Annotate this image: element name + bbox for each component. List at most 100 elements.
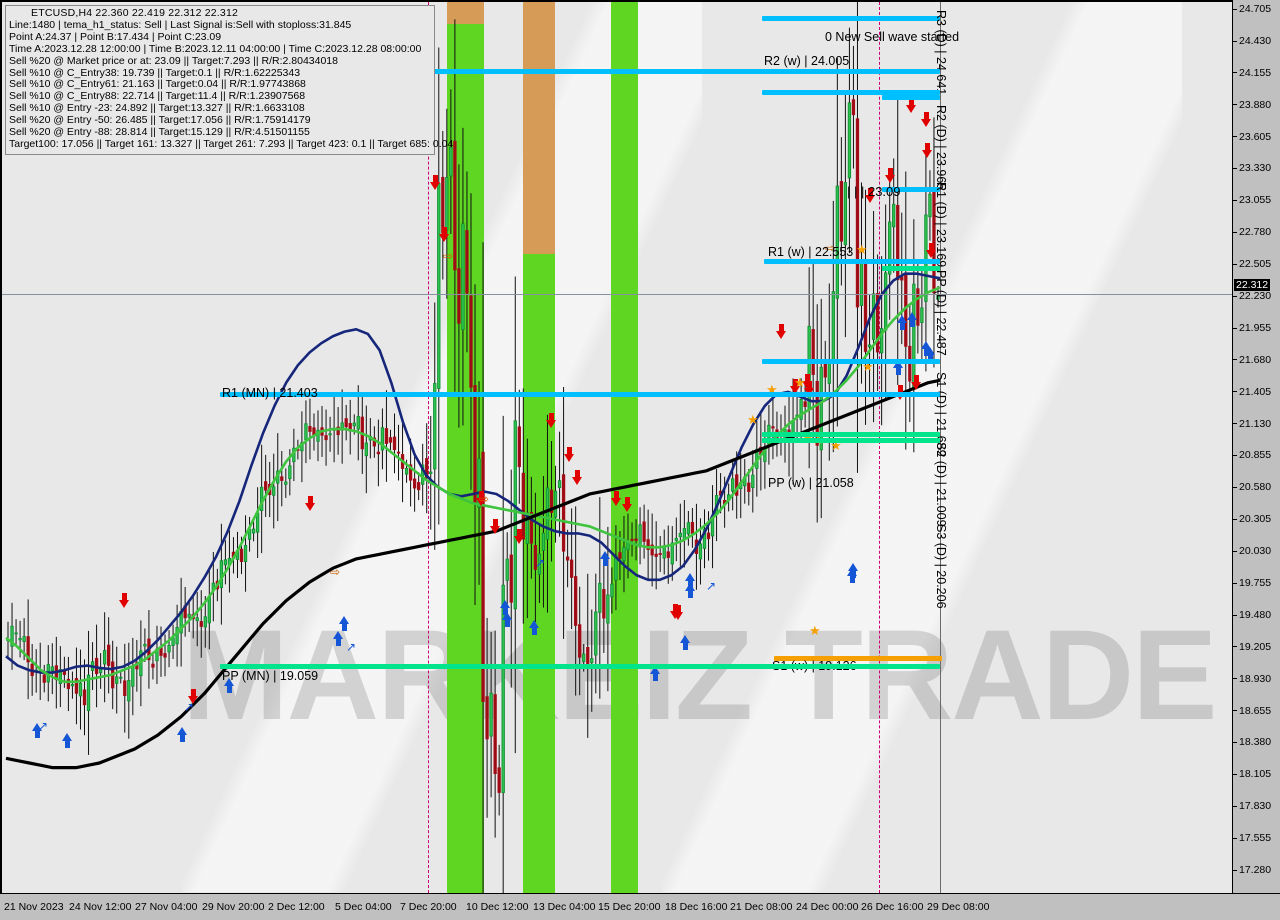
pivot-line-pp-d-: [882, 266, 940, 272]
sell-arrow-down-icon: [514, 529, 525, 544]
price-axis[interactable]: 24.705 24.430 24.155 23.880 23.605 23.330 23.0…: [1232, 0, 1280, 893]
candles-svg: [6, 2, 940, 893]
pivot-line-r1-mn-: [220, 391, 940, 397]
sell-arrow-down-icon: [885, 168, 896, 183]
sell-arrow-down-icon: [622, 497, 633, 512]
ma-line-mid-ma: [5, 286, 941, 684]
wave-marker-icon: ↗: [184, 700, 195, 714]
pivot-line-r1-w-: [764, 258, 940, 264]
star-marker-icon: ★: [747, 412, 759, 427]
pivot-label-r3-d-: R3 (D) | 24.641: [934, 10, 948, 96]
price-tick: 22.230: [1233, 290, 1271, 302]
time-tick: 24 Dec 00:00: [796, 901, 859, 913]
time-tick: 13 Dec 04:00: [533, 901, 596, 913]
price-tick: 18.930: [1233, 673, 1271, 685]
buy-arrow-up-icon: [600, 551, 611, 566]
price-tick: 23.055: [1233, 194, 1271, 206]
price-tick: 17.830: [1233, 800, 1271, 812]
price-tick: 24.430: [1233, 35, 1271, 47]
pivot-label-pp-d-: PP (D) | 22.487: [934, 270, 948, 356]
time-axis[interactable]: 21 Nov 2023 24 Nov 12:00 27 Nov 04:00 29 No…: [0, 893, 1280, 920]
sell-arrow-down-icon: [439, 227, 450, 242]
time-tick: 26 Dec 16:00: [861, 901, 924, 913]
wave-marker-icon: ⇨: [825, 241, 836, 255]
wave-marker-icon: ↗: [706, 579, 717, 593]
price-tick: 23.605: [1233, 131, 1271, 143]
wave-marker-icon: ↗: [38, 719, 49, 733]
day-separator: [428, 2, 429, 893]
sell-arrow-down-icon: [911, 375, 922, 390]
star-marker-icon: ★: [794, 375, 806, 390]
buy-arrow-up-icon: [680, 635, 691, 650]
price-tick: 21.955: [1233, 322, 1271, 334]
sell-arrow-down-icon: [922, 143, 933, 158]
sell-arrow-down-icon: [546, 413, 557, 428]
price-tick: 20.855: [1233, 449, 1271, 461]
info-row: Sell %10 @ C_Entry38: 19.739 || Target:0…: [9, 66, 301, 79]
pivot-label-r1-w-: R1 (w) | 22.553: [768, 245, 854, 259]
wave-marker-icon: ⇨: [443, 249, 454, 263]
pivot-label-pp-mn-: PP (MN) | 19.059: [222, 669, 319, 683]
time-tick: 15 Dec 20:00: [598, 901, 661, 913]
pivot-line-r2-d-: [882, 94, 940, 100]
price-tick: 20.030: [1233, 545, 1271, 557]
sell-arrow-down-icon: [119, 593, 130, 608]
price-cursor-line: [2, 294, 1232, 295]
star-marker-icon: ★: [809, 623, 821, 638]
session-band: [611, 2, 638, 893]
time-tick: 7 Dec 20:00: [400, 901, 457, 913]
price-tick: 23.330: [1233, 162, 1271, 174]
price-tick: 24.155: [1233, 67, 1271, 79]
info-row: Time A:2023.12.28 12:00:00 | Time B:2023…: [9, 42, 422, 55]
buy-arrow-up-icon: [925, 347, 936, 362]
sell-arrow-down-icon: [611, 491, 622, 506]
pivot-label-r2-w-: R2 (w) | 24.005: [764, 54, 850, 68]
session-band: [523, 2, 555, 254]
pivot-line-r3-d-: [762, 16, 940, 22]
star-marker-icon: ★: [830, 438, 842, 453]
info-row: Point A:24.37 | Point B:17.434 | Point C…: [9, 30, 222, 43]
pivot-line-r2-mn-: [222, 69, 940, 75]
buy-arrow-up-icon: [224, 678, 235, 693]
price-tick: 18.655: [1233, 705, 1271, 717]
pivot-line-s1-d-: [762, 358, 940, 364]
price-tick: 19.205: [1233, 641, 1271, 653]
sell-arrow-down-icon: [776, 324, 787, 339]
price-tick: 21.680: [1233, 354, 1271, 366]
time-tick: 21 Nov 2023: [4, 901, 64, 913]
time-tick: 29 Dec 08:00: [927, 901, 990, 913]
sell-arrow-down-icon: [921, 112, 932, 127]
sell-arrow-down-icon: [673, 605, 684, 620]
new-wave-annotation: 0 New Sell wave started: [825, 30, 960, 44]
ma-line-fast-ma: [5, 272, 941, 674]
buy-arrow-up-icon: [893, 360, 904, 375]
price-tick: 21.405: [1233, 386, 1271, 398]
buy-arrow-up-icon: [500, 600, 511, 615]
sell-arrow-down-icon: [906, 98, 917, 113]
time-tick: 10 Dec 12:00: [466, 901, 529, 913]
sell-arrow-down-icon: [572, 470, 583, 485]
price-tick: 19.480: [1233, 609, 1271, 621]
sell-arrow-down-icon: [430, 175, 441, 190]
price-tick: 20.305: [1233, 513, 1271, 525]
wave-marker-icon: ↗: [535, 556, 546, 570]
chart-info-panel[interactable]: ETCUSD,H4 22.360 22.419 22.312 22.312 Li…: [5, 5, 453, 155]
price-tick: 21.130: [1233, 418, 1271, 430]
chart-plot-area[interactable]: MARKEIZ TRADE ★★★★★★★★★⇨⇨⇨↗↗↗↗↗⇨ R3 (D) …: [0, 0, 1232, 893]
time-tick: 5 Dec 04:00: [335, 901, 392, 913]
time-tick: 27 Nov 04:00: [135, 901, 198, 913]
price-tick: 24.705: [1233, 3, 1271, 15]
time-tick: 24 Nov 12:00: [69, 901, 132, 913]
buy-arrow-up-icon: [502, 612, 513, 627]
buy-arrow-up-icon: [685, 583, 696, 598]
buy-arrow-up-icon: [848, 563, 859, 578]
price-tick: 19.755: [1233, 577, 1271, 589]
buy-arrow-up-icon: [62, 733, 73, 748]
buy-arrow-up-icon: [333, 631, 344, 646]
symbol-ohlc-line: ETCUSD,H4 22.360 22.419 22.312 22.312: [31, 7, 239, 19]
pivot-line-pp-w-: [762, 431, 940, 437]
time-tick: 2 Dec 12:00: [268, 901, 325, 913]
point-c-price-tag: | | | 23.09: [847, 184, 901, 199]
pivot-label-r2-d-: R2 (D) | 23.965: [934, 105, 948, 191]
